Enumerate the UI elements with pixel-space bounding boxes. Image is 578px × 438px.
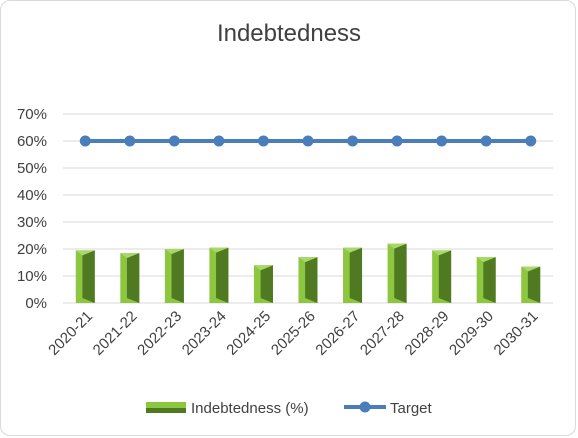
bar-side: [82, 250, 95, 303]
bar-side: [260, 265, 273, 303]
target-marker: [347, 135, 359, 147]
bar-top: [432, 250, 452, 256]
bar-top: [343, 247, 363, 253]
legend: Indebtedness (%) Target: [146, 400, 433, 417]
bar: [120, 253, 140, 303]
x-tick-label: 2028-29: [402, 308, 453, 359]
y-tick-label: 50%: [17, 160, 47, 177]
bar-top: [387, 243, 407, 249]
y-tick-label: 20%: [17, 241, 47, 258]
target-marker: [436, 135, 448, 147]
legend-label-target: Target: [390, 400, 433, 417]
legend-marker: [359, 401, 371, 413]
bar-side: [171, 249, 184, 303]
bar: [253, 265, 273, 303]
legend-bar-swatch-top: [146, 402, 186, 408]
bar: [209, 247, 229, 303]
y-tick-label: 10%: [17, 268, 47, 285]
bar: [298, 257, 318, 303]
y-tick-label: 0%: [25, 295, 47, 312]
legend-label-bars: Indebtedness (%): [191, 400, 309, 417]
bar-top: [164, 249, 184, 254]
bar-series: [75, 243, 541, 303]
legend-bar-swatch-bottom: [146, 408, 186, 413]
x-tick-label: 2030-31: [491, 308, 542, 359]
bar-top: [521, 266, 541, 272]
target-marker: [124, 135, 136, 147]
bar: [164, 249, 184, 303]
target-marker: [257, 135, 269, 147]
chart-title: Indebtedness: [216, 20, 362, 47]
target-line-series: [79, 135, 537, 147]
legend-item-bars: Indebtedness (%): [146, 400, 309, 417]
bar-side: [305, 257, 318, 303]
target-marker: [480, 135, 492, 147]
target-marker: [525, 135, 537, 147]
legend-item-target: Target: [344, 400, 433, 417]
y-tick-label: 30%: [17, 214, 47, 231]
bar-side: [349, 247, 363, 303]
bar-top: [75, 250, 95, 256]
x-tick-label: 2025-26: [268, 308, 319, 359]
bar-side: [126, 253, 140, 303]
bar-side: [483, 257, 496, 303]
x-tick-label: 2023-24: [179, 308, 230, 359]
x-axis-ticks: 2020-212021-222022-232023-242024-252025-…: [45, 308, 541, 359]
bar-top: [253, 265, 273, 271]
bar: [387, 243, 407, 303]
y-tick-label: 70%: [17, 106, 47, 123]
target-marker: [79, 135, 91, 147]
bar-side: [527, 266, 541, 303]
target-marker: [302, 135, 314, 147]
y-tick-label: 40%: [17, 187, 47, 204]
x-tick-label: 2026-27: [312, 308, 363, 359]
bar: [476, 257, 496, 303]
y-axis-ticks: 0% 10% 20% 30% 40% 50% 60% 70%: [17, 106, 47, 312]
bar-top: [209, 247, 229, 253]
bar-top: [120, 253, 140, 259]
target-marker: [168, 135, 180, 147]
x-tick-label: 2029-30: [446, 308, 497, 359]
bar-side: [438, 250, 452, 303]
bar-top: [476, 257, 496, 263]
bar: [432, 250, 452, 303]
bar: [75, 250, 95, 303]
target-marker: [213, 135, 225, 147]
x-tick-label: 2021-22: [90, 308, 141, 359]
bar-side: [394, 243, 407, 303]
x-tick-label: 2027-28: [357, 308, 408, 359]
bar-side: [216, 247, 229, 303]
y-tick-label: 60%: [17, 133, 47, 150]
bar: [343, 247, 363, 303]
x-tick-label: 2024-25: [223, 308, 274, 359]
x-tick-label: 2020-21: [45, 308, 96, 359]
target-marker: [391, 135, 403, 147]
bar: [521, 266, 541, 303]
x-tick-label: 2022-23: [134, 308, 185, 359]
bar-top: [298, 257, 318, 263]
